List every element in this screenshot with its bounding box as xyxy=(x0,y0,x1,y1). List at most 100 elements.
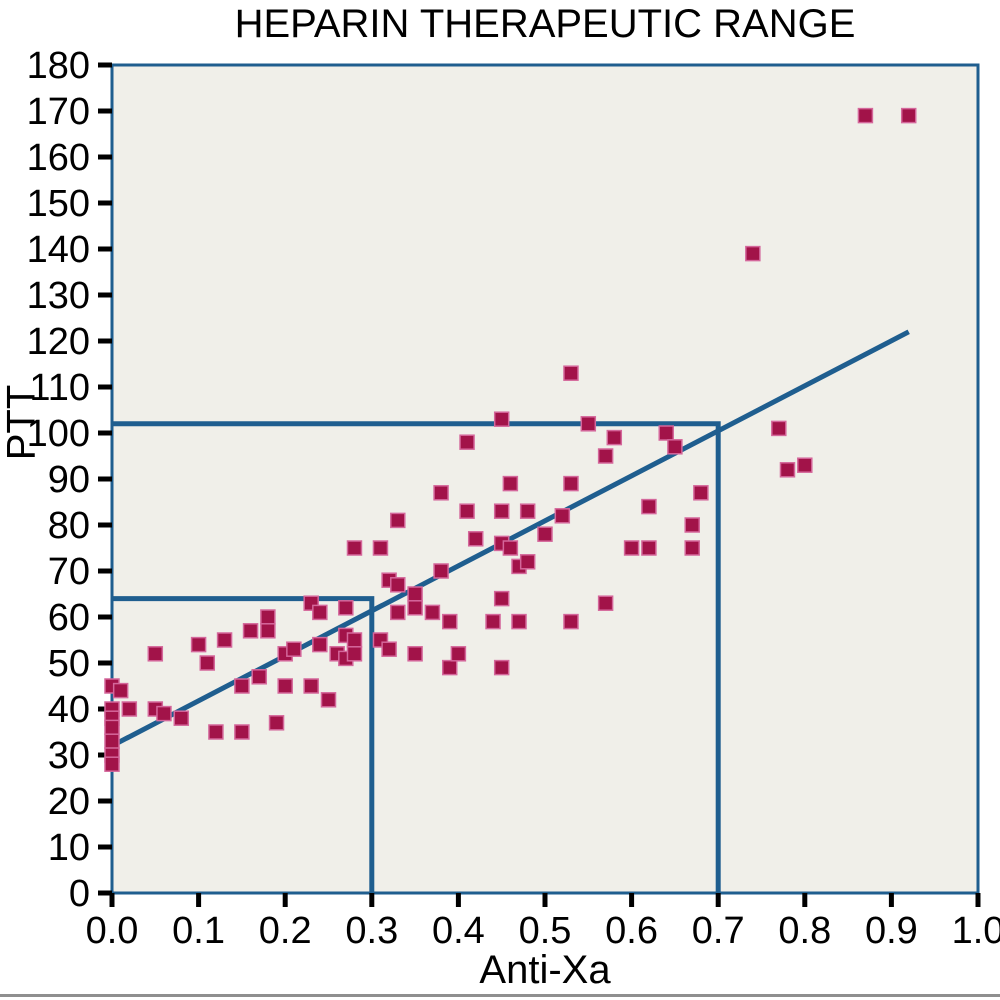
y-tick-label: 0 xyxy=(69,873,90,915)
y-tick-label: 80 xyxy=(48,505,90,547)
data-point xyxy=(459,434,475,450)
data-point xyxy=(338,600,354,616)
data-point xyxy=(745,245,761,262)
x-tick-label: 0.2 xyxy=(259,910,312,952)
data-point xyxy=(597,448,614,464)
data-point xyxy=(407,646,423,662)
data-point xyxy=(346,540,363,556)
data-point xyxy=(441,659,458,676)
x-tick-label: 0.8 xyxy=(778,910,831,952)
data-point xyxy=(502,540,519,556)
y-tick-label: 170 xyxy=(27,91,90,133)
data-point xyxy=(381,641,397,657)
x-tick-label: 0.9 xyxy=(865,910,918,952)
data-point xyxy=(147,646,164,662)
data-point xyxy=(493,659,510,676)
data-point xyxy=(433,563,449,579)
data-point xyxy=(208,724,224,740)
data-point xyxy=(580,416,597,432)
y-tick-label: 10 xyxy=(48,827,90,869)
data-point xyxy=(260,609,276,625)
data-point xyxy=(779,462,796,478)
x-tick-label: 1.0 xyxy=(952,910,1000,952)
data-point xyxy=(173,710,190,726)
y-tick-label: 40 xyxy=(48,689,90,731)
bottom-divider xyxy=(0,994,1000,997)
data-point xyxy=(467,531,484,547)
y-tick-label: 130 xyxy=(27,275,90,317)
data-point xyxy=(234,724,250,740)
data-point xyxy=(390,512,406,529)
chart-title: HEPARIN THERAPEUTIC RANGE xyxy=(234,2,856,46)
reference-line xyxy=(112,421,721,893)
y-tick-label: 30 xyxy=(48,735,90,777)
y-tick-label: 150 xyxy=(27,183,90,225)
data-point xyxy=(684,517,700,533)
data-point xyxy=(190,636,207,653)
data-point xyxy=(372,540,389,556)
y-tick-label: 20 xyxy=(48,781,90,823)
data-point xyxy=(320,692,337,708)
data-point xyxy=(112,682,129,699)
x-axis-label: Anti-Xa xyxy=(479,948,611,992)
data-point xyxy=(857,107,874,124)
data-point xyxy=(199,655,216,671)
data-point xyxy=(156,705,172,722)
data-point xyxy=(563,613,579,630)
data-point xyxy=(260,623,276,639)
data-point xyxy=(346,632,363,648)
data-point xyxy=(519,554,536,570)
y-tick-label: 90 xyxy=(48,459,90,501)
data-point xyxy=(216,632,233,648)
x-tick-label: 0.1 xyxy=(172,910,225,952)
data-point xyxy=(459,503,475,519)
data-point xyxy=(771,420,787,437)
y-tick-label: 110 xyxy=(29,367,90,409)
y-tick-label: 100 xyxy=(27,413,90,455)
data-point xyxy=(303,678,319,694)
data-point xyxy=(251,669,267,685)
data-point xyxy=(312,636,328,653)
data-point xyxy=(537,526,553,542)
data-point xyxy=(667,439,683,455)
y-tick-label: 70 xyxy=(48,551,90,593)
data-point xyxy=(234,678,250,694)
y-tick-label: 160 xyxy=(27,137,90,179)
data-point xyxy=(554,508,571,524)
data-point xyxy=(502,475,519,492)
data-point xyxy=(519,503,536,519)
data-point xyxy=(312,604,328,621)
x-tick-label: 0.5 xyxy=(519,910,572,952)
data-point xyxy=(433,485,449,501)
x-tick-label: 0.6 xyxy=(605,910,658,952)
data-point xyxy=(424,604,441,621)
x-tick-label: 0.4 xyxy=(432,910,485,952)
data-point xyxy=(597,595,614,611)
data-point xyxy=(104,719,120,736)
data-point xyxy=(407,586,423,602)
data-point xyxy=(277,678,293,694)
data-point xyxy=(641,540,657,556)
data-point xyxy=(563,475,579,492)
fit-line xyxy=(110,329,910,749)
data-point xyxy=(684,540,700,556)
y-tick-label: 120 xyxy=(27,321,90,363)
data-point xyxy=(797,457,813,473)
data-point xyxy=(346,646,363,662)
data-point xyxy=(104,756,120,772)
data-point xyxy=(242,623,259,639)
x-tick-label: 0.7 xyxy=(692,910,745,952)
data-point xyxy=(641,498,657,515)
y-tick-label: 180 xyxy=(27,45,90,87)
data-point xyxy=(390,577,406,593)
data-point xyxy=(623,540,640,556)
data-point xyxy=(511,613,527,630)
plot-area xyxy=(110,63,980,895)
x-tick-label: 0.0 xyxy=(86,910,139,952)
data-point xyxy=(493,503,510,519)
data-point xyxy=(606,429,623,446)
data-point xyxy=(268,715,285,731)
data-point xyxy=(407,600,423,616)
